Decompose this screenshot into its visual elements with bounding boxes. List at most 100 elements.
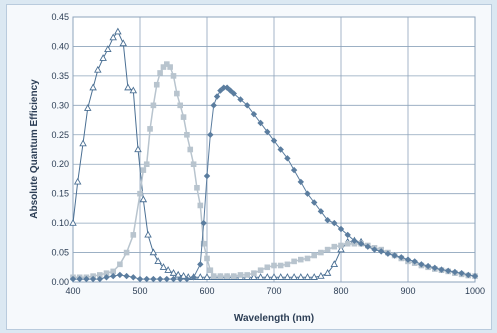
diamond-marker [250, 110, 258, 118]
square-marker [217, 273, 224, 279]
square-marker [153, 81, 160, 88]
triangle-marker [303, 273, 312, 280]
square-marker [344, 240, 351, 247]
y-tick-label: 0.35 [51, 71, 69, 81]
triangle-marker [203, 273, 211, 280]
diamond-marker [103, 274, 110, 281]
diamond-marker [311, 199, 318, 206]
square-marker [103, 270, 110, 276]
diamond-marker [277, 146, 284, 153]
square-marker [97, 272, 103, 278]
y-tick-label: 0.30 [51, 100, 69, 110]
square-marker [244, 272, 250, 278]
square-marker [174, 90, 180, 97]
diamond-marker [177, 275, 184, 283]
diamond-marker [230, 90, 237, 97]
square-marker [164, 61, 170, 67]
diamond-marker [257, 119, 264, 127]
triangle-marker [159, 263, 168, 270]
triangle-marker [109, 33, 117, 41]
triangle-marker [124, 83, 132, 91]
triangle-marker [139, 195, 148, 203]
x-tick-label: 800 [333, 286, 348, 296]
square-marker [291, 258, 297, 265]
square-marker [284, 261, 291, 268]
y-axis-title: Absolute Quantum Efficiency [29, 79, 40, 219]
square-marker [190, 161, 197, 168]
diamond-marker [207, 131, 214, 138]
square-marker [251, 270, 257, 276]
diamond-marker [217, 87, 224, 94]
square-marker [117, 261, 123, 268]
triangle-marker [169, 269, 178, 276]
x-tick-label: 400 [65, 286, 80, 296]
triangle-marker [69, 218, 77, 226]
diamond-marker [130, 274, 137, 281]
square-marker [194, 184, 200, 191]
triangle-marker [129, 86, 138, 94]
diamond-marker [136, 275, 144, 283]
square-marker [271, 262, 277, 269]
triangle-marker [323, 269, 332, 276]
diamond-marker [197, 261, 204, 268]
square-marker [311, 252, 317, 259]
diamond-marker [317, 208, 325, 215]
square-marker [177, 102, 183, 109]
triangle-marker [196, 273, 205, 280]
triangle-marker [270, 273, 278, 280]
triangle-marker [83, 104, 92, 111]
diamond-marker [203, 172, 211, 180]
triangle-marker [310, 273, 318, 280]
diamond-marker [89, 275, 97, 283]
triangle-marker [144, 230, 152, 238]
diamond-marker [264, 128, 271, 136]
triangle-marker [297, 273, 305, 280]
diamond-marker [213, 93, 221, 100]
triangle-marker [134, 145, 142, 153]
square-marker [204, 255, 210, 262]
quantum-efficiency-chart: 0.00 0.05 0.10 0.15 0.20 0.25 0.30 0.35 0.40 0.45… [29, 12, 485, 324]
square-marker [210, 273, 217, 279]
triangle-marker [164, 266, 172, 273]
square-marker [167, 64, 173, 70]
triangle-marker [317, 271, 325, 279]
square-marker [123, 249, 130, 256]
square-marker [298, 256, 304, 263]
diamond-marker [96, 275, 103, 283]
square-marker [197, 202, 204, 209]
triangle-marker [330, 260, 339, 267]
diamond-marker [384, 250, 392, 257]
x-tick-labels: 400 500 600 700 800 900 1000 [65, 286, 485, 296]
diamond-marker [284, 155, 291, 162]
square-marker [187, 146, 194, 153]
diamond-marker [304, 190, 311, 197]
diamond-marker [150, 275, 157, 283]
triangle-marker [79, 139, 87, 147]
diamond-marker [123, 272, 130, 280]
diamond-marker [297, 178, 304, 186]
diamond-marker [465, 271, 472, 279]
diamond-marker [351, 237, 358, 244]
diamond-marker [83, 275, 90, 283]
square-marker [331, 243, 338, 250]
diamond-marker [445, 267, 452, 275]
square-marker [110, 268, 116, 275]
square-marker [200, 240, 207, 247]
square-marker [143, 161, 150, 168]
square-marker [324, 246, 331, 253]
triangle-marker [119, 39, 128, 47]
chart-frame: 0.00 0.05 0.10 0.15 0.20 0.25 0.30 0.35 0.40 0.45… [6, 4, 492, 330]
diamond-marker [163, 275, 170, 283]
square-marker [137, 190, 143, 197]
square-marker [231, 273, 237, 279]
y-tick-labels: 0.00 0.05 0.10 0.15 0.20 0.25 0.30 0.35 0.40 0.45 [51, 12, 69, 287]
diamond-marker [220, 84, 227, 91]
triangle-marker [256, 273, 265, 280]
triangle-marker [276, 273, 285, 280]
square-marker [264, 264, 271, 271]
square-marker [150, 102, 157, 109]
triangle-marker [104, 45, 112, 53]
diamond-marker [357, 240, 365, 247]
triangle-marker [73, 177, 82, 185]
diamond-marker [391, 252, 398, 259]
